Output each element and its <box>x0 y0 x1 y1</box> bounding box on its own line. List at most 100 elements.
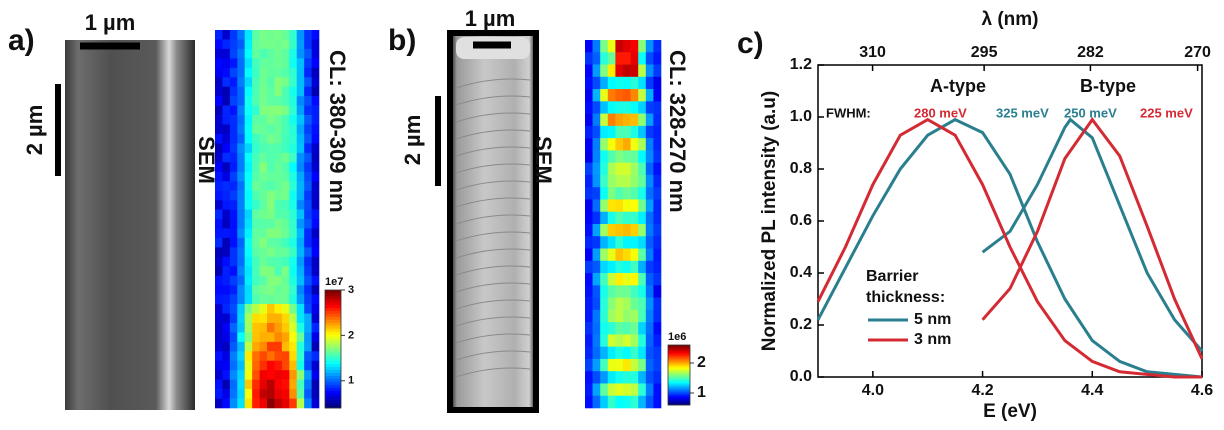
sem-facet-line <box>455 78 531 89</box>
cl-map-pixel <box>311 304 320 314</box>
cl-map-pixel <box>296 58 305 69</box>
cl-map-pixel <box>215 285 223 295</box>
cl-map-pixel <box>215 133 223 144</box>
colorbar-segment <box>668 358 690 361</box>
y-tick-label: 0.6 <box>790 212 812 229</box>
cl-map-pixel <box>252 77 260 87</box>
colorbar-tick-label: 2 <box>348 329 354 341</box>
cl-map-pixel <box>304 209 312 220</box>
cl-map-pixel <box>252 228 260 239</box>
cl-map-pixel <box>623 101 631 114</box>
cl-map-pixel <box>630 358 639 372</box>
cl-map-pixel <box>311 171 320 182</box>
sem-facet-line <box>455 299 531 310</box>
colorbar-segment <box>325 290 341 294</box>
cl-map-pixel <box>237 256 246 267</box>
cl-map-pixel <box>607 334 616 347</box>
cl-map-pixel <box>653 138 662 151</box>
cl-map-pixel <box>630 248 639 262</box>
cl-map-pixel <box>630 273 639 286</box>
cl-map-pixel <box>229 313 238 324</box>
cl-map-pixel <box>237 58 246 69</box>
panel-label: b) <box>388 24 416 57</box>
cl-map-pixel <box>630 346 639 360</box>
colorbar-segment <box>668 381 690 383</box>
cl-map-pixel <box>289 256 298 267</box>
cl-map-pixel <box>630 89 639 102</box>
cl-map-pixel <box>296 143 305 154</box>
colorbar-segment <box>325 346 341 350</box>
colorbar-segment <box>325 295 341 300</box>
cl-map-pixel <box>607 358 616 372</box>
scale-bar-label: 1 µm <box>465 6 516 31</box>
cl-map-pixel <box>630 260 639 274</box>
cl-map-pixel <box>267 96 275 106</box>
cl-map-pixel <box>252 133 260 144</box>
colorbar-segment <box>668 352 690 355</box>
cl-map-pixel <box>607 162 616 176</box>
cl-map-pixel <box>237 332 246 343</box>
cl-map-pixel <box>244 285 253 295</box>
cl-map-pixel <box>623 138 631 151</box>
cl-map-pixel <box>638 224 647 237</box>
cl-map-pixel <box>645 285 654 298</box>
scale-bar-label: 2 µm <box>400 115 425 166</box>
cl-map-pixel <box>653 199 662 213</box>
cl-map-pixel <box>222 181 231 191</box>
colorbar-segment <box>325 396 341 400</box>
cl-map-pixel <box>630 236 639 249</box>
cl-map-pixel <box>600 248 609 262</box>
cl-map-pixel <box>237 341 246 352</box>
cl-map-pixel <box>289 275 298 286</box>
cl-map-pixel <box>638 64 647 78</box>
cl-map-pixel <box>311 285 320 295</box>
annotation: B-type <box>1080 76 1136 96</box>
cl-map-pixel <box>252 237 260 248</box>
cl-map-pixel <box>252 266 260 276</box>
cl-map-pixel <box>304 266 312 276</box>
cl-map-pixel <box>623 187 631 200</box>
cl-map-pixel <box>645 76 654 90</box>
cl-map-pixel <box>229 171 238 182</box>
cl-map-pixel <box>645 52 654 65</box>
cl-map-pixel <box>296 133 305 144</box>
colorbar-segment <box>325 319 341 323</box>
cl-map-pixel <box>585 383 593 397</box>
cl-map-pixel <box>281 237 290 248</box>
x-tick-label: 4.2 <box>971 382 993 399</box>
cl-map-pixel <box>267 360 275 371</box>
cl-map-pixel <box>259 351 268 362</box>
cl-map-pixel <box>645 322 654 335</box>
cl-map-pixel <box>244 209 253 220</box>
cl-map-pixel <box>289 171 298 182</box>
cl-map-pixel <box>289 105 298 116</box>
colorbar-segment <box>668 379 690 382</box>
cl-map-pixel <box>237 360 246 371</box>
cl-map-pixel <box>281 379 290 390</box>
cl-map-pixel <box>289 313 298 324</box>
cl-map-pixel <box>237 304 246 314</box>
cl-map-pixel <box>244 379 253 390</box>
colorbar-segment <box>668 387 690 389</box>
cl-map-pixel <box>274 360 283 371</box>
sem-facet-line <box>455 231 531 242</box>
colorbar-segment <box>325 340 341 344</box>
cl-map-pixel <box>615 150 624 163</box>
sem-facet-line <box>455 265 531 276</box>
cl-map-pixel <box>289 190 298 201</box>
colorbar-tick-label: 1 <box>697 384 706 401</box>
cl-map-pixel <box>229 96 238 106</box>
colorbar-segment <box>668 354 690 356</box>
colorbar-segment <box>325 292 341 297</box>
cl-map-pixel <box>252 398 260 409</box>
cl-map-pixel <box>638 138 647 151</box>
cl-map-pixel <box>267 77 275 87</box>
cl-map-pixel <box>259 124 268 135</box>
cl-map-pixel <box>289 58 298 69</box>
cl-map-pixel <box>237 370 246 380</box>
cl-map-pixel <box>304 285 312 295</box>
cl-map-pixel <box>259 256 268 267</box>
cl-map-pixel <box>274 181 283 191</box>
cl-map-pixel <box>585 89 593 102</box>
